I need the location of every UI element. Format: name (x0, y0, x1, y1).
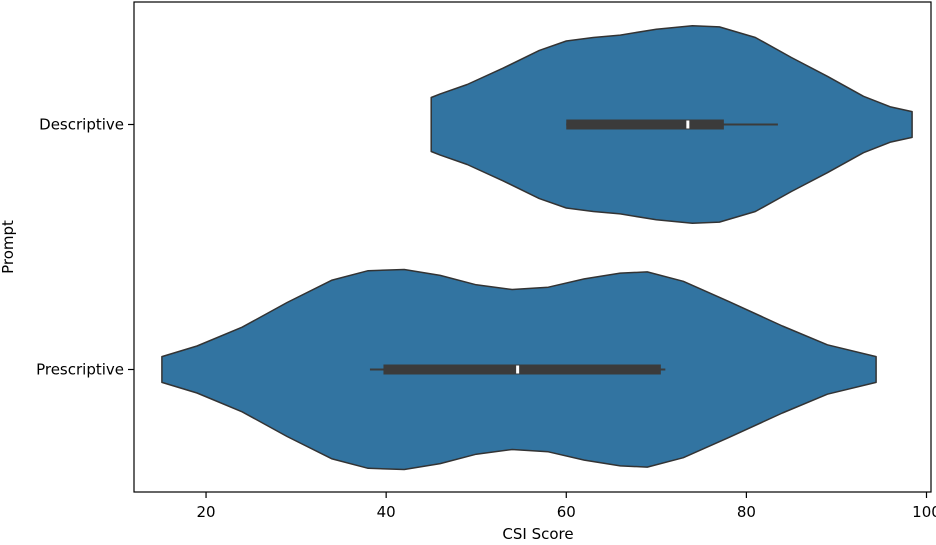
x-axis-label: CSI Score (502, 525, 573, 543)
y-tick-label-prescriptive: Prescriptive (36, 361, 124, 379)
x-tick-label: 100 (912, 503, 936, 521)
x-tick-label: 20 (196, 503, 215, 521)
median-marker-prescriptive (516, 365, 520, 374)
plot-frame (133, 1, 932, 493)
iqr-box-descriptive (566, 119, 724, 130)
y-axis-label: Prompt (0, 220, 17, 274)
x-axis: 20 40 60 80 100 (196, 492, 936, 521)
x-tick-label: 60 (557, 503, 576, 521)
iqr-box-prescriptive (383, 364, 661, 375)
violins-layer (161, 24, 913, 471)
median-marker-descriptive (686, 120, 690, 129)
y-tick-label-descriptive: Descriptive (39, 116, 124, 134)
y-axis: Descriptive Prescriptive (36, 116, 134, 379)
x-tick-label: 40 (377, 503, 396, 521)
x-tick-label: 80 (737, 503, 756, 521)
